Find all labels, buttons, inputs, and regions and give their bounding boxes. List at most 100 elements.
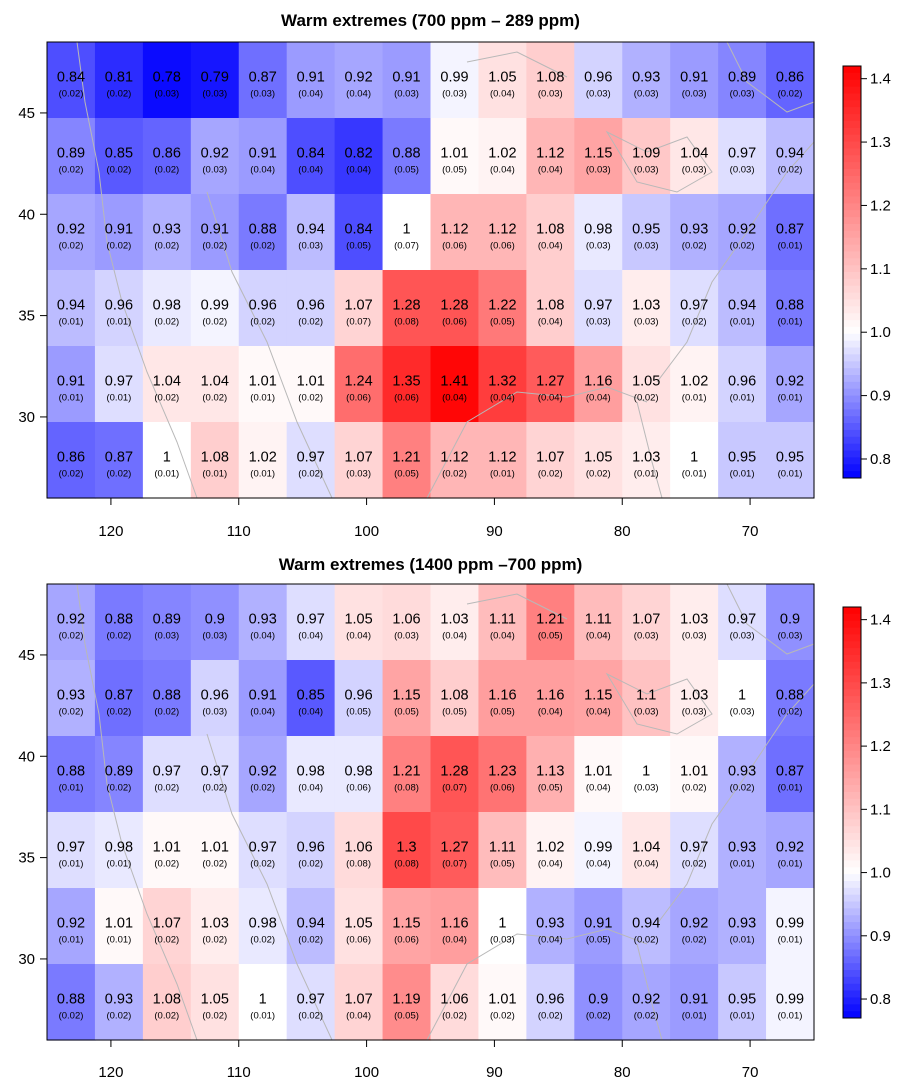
- cell-error: (0.02): [730, 241, 755, 252]
- cell-error: (0.03): [634, 89, 659, 100]
- heatmap-cell: [190, 118, 240, 195]
- cell-value: 0.91: [105, 222, 133, 238]
- x-tick-label: 90: [486, 1064, 503, 1080]
- cell-value: 0.98: [584, 222, 612, 238]
- chart-title: Warm extremes (700 ppm – 289 ppm): [281, 11, 580, 30]
- cell-value: 1: [163, 450, 171, 466]
- cell-error: (0.01): [778, 783, 803, 794]
- colorbar-swatch: [843, 169, 861, 177]
- cell-value: 0.93: [536, 916, 564, 932]
- heatmap-cell: [382, 888, 432, 965]
- cell-value: 1.08: [153, 992, 181, 1008]
- cell-value: 1.23: [488, 764, 516, 780]
- heatmap-cell: [190, 422, 240, 499]
- cell-error: (0.02): [490, 1011, 515, 1022]
- cell-error: (0.02): [298, 859, 323, 870]
- cell-error: (0.01): [730, 469, 755, 480]
- colorbar-swatch: [843, 853, 861, 861]
- colorbar-swatch: [843, 942, 861, 950]
- colorbar-swatch: [843, 443, 861, 452]
- heatmap-cell: [478, 964, 527, 1041]
- colorbar: 1.4 1.3 1.2 1.1 1.0 0.9 0.8: [842, 606, 891, 1019]
- heatmap-cell: [94, 812, 144, 889]
- heatmap-cell: [622, 584, 671, 661]
- cell-error: (0.03): [538, 89, 563, 100]
- heatmap-cell: [47, 964, 96, 1041]
- cell-error: (0.02): [250, 241, 275, 252]
- cell-value: 1.41: [440, 374, 468, 390]
- cell-value: 0.86: [153, 146, 181, 162]
- cell-value: 0.98: [297, 764, 325, 780]
- colorbar-swatch: [843, 402, 861, 410]
- colorbar-swatch: [843, 661, 861, 670]
- cell-value: 0.97: [680, 840, 708, 856]
- cell-value: 0.88: [776, 688, 804, 704]
- cell-value: 1.15: [392, 916, 420, 932]
- heatmap-cell: [238, 660, 288, 737]
- cell-value: 0.91: [680, 70, 708, 86]
- y-tick-label: 40: [18, 748, 35, 765]
- cell-error: (0.03): [490, 935, 515, 946]
- cell-error: (0.01): [682, 1011, 707, 1022]
- cell-value: 0.91: [392, 70, 420, 86]
- heatmap-cell: [526, 270, 575, 347]
- colorbar-swatch: [843, 409, 861, 417]
- heatmap-cell: [718, 812, 767, 889]
- x-tick-label: 80: [614, 523, 631, 540]
- heatmap-cell: [334, 346, 384, 423]
- heatmap-cell: [478, 422, 527, 499]
- colorbar-tick-label: 1.4: [870, 71, 891, 88]
- cell-error: (0.03): [634, 631, 659, 642]
- cell-value: 0.93: [632, 70, 660, 86]
- heatmap-cell: [238, 118, 288, 195]
- heatmap-cell: [94, 888, 144, 965]
- cell-error: (0.02): [250, 859, 275, 870]
- cell-value: 0.89: [153, 612, 181, 628]
- colorbar-swatch: [843, 963, 861, 971]
- cell-value: 1.05: [488, 70, 516, 86]
- cell-error: (0.01): [59, 783, 84, 794]
- cell-value: 0.95: [776, 450, 804, 466]
- cell-value: 1.05: [344, 916, 372, 932]
- cell-error: (0.02): [538, 1011, 563, 1022]
- colorbar-swatch: [843, 1011, 861, 1019]
- cell-error: (0.02): [634, 1011, 659, 1022]
- cell-value: 0.87: [105, 450, 133, 466]
- cell-error: (0.01): [59, 393, 84, 404]
- colorbar-swatch: [843, 148, 861, 156]
- heatmap-cell: [47, 584, 96, 661]
- heatmap-cell: [430, 888, 480, 965]
- cell-value: 0.87: [776, 764, 804, 780]
- colorbar-frame: [842, 606, 862, 1019]
- heatmap-cell: [142, 42, 192, 119]
- colorbar-swatch: [843, 265, 861, 273]
- colorbar-swatch: [843, 436, 861, 445]
- colorbar-swatch: [843, 757, 861, 766]
- cell-error: (0.03): [586, 165, 611, 176]
- cell-error: (0.06): [442, 241, 467, 252]
- cell-error: (0.02): [59, 241, 84, 252]
- cell-error: (0.06): [346, 393, 371, 404]
- colorbar-swatch: [843, 464, 861, 472]
- heatmap-cell: [622, 964, 671, 1041]
- heatmap-cell: [94, 270, 144, 347]
- heatmap-cell: [718, 194, 767, 271]
- colorbar-swatch: [843, 805, 861, 813]
- cell-value: 1.28: [440, 298, 468, 314]
- cell-error: (0.04): [586, 393, 611, 404]
- cell-value: 0.92: [249, 764, 277, 780]
- cell-error: (0.07): [442, 859, 467, 870]
- heatmap-cell: [574, 118, 623, 195]
- heatmap-cell: [382, 118, 432, 195]
- heatmap-cell: [430, 422, 480, 499]
- heatmap-cell: [766, 812, 815, 889]
- cell-error: (0.04): [250, 631, 275, 642]
- colorbar-swatch: [843, 970, 861, 978]
- heatmap-cell: [286, 584, 336, 661]
- heatmap-cell: [430, 584, 480, 661]
- colorbar-swatch: [843, 375, 861, 383]
- cell-value: 1.12: [488, 222, 516, 238]
- cell-value: 1.07: [153, 916, 181, 932]
- cell-value: 1.07: [344, 992, 372, 1008]
- cell-error: (0.01): [59, 859, 84, 870]
